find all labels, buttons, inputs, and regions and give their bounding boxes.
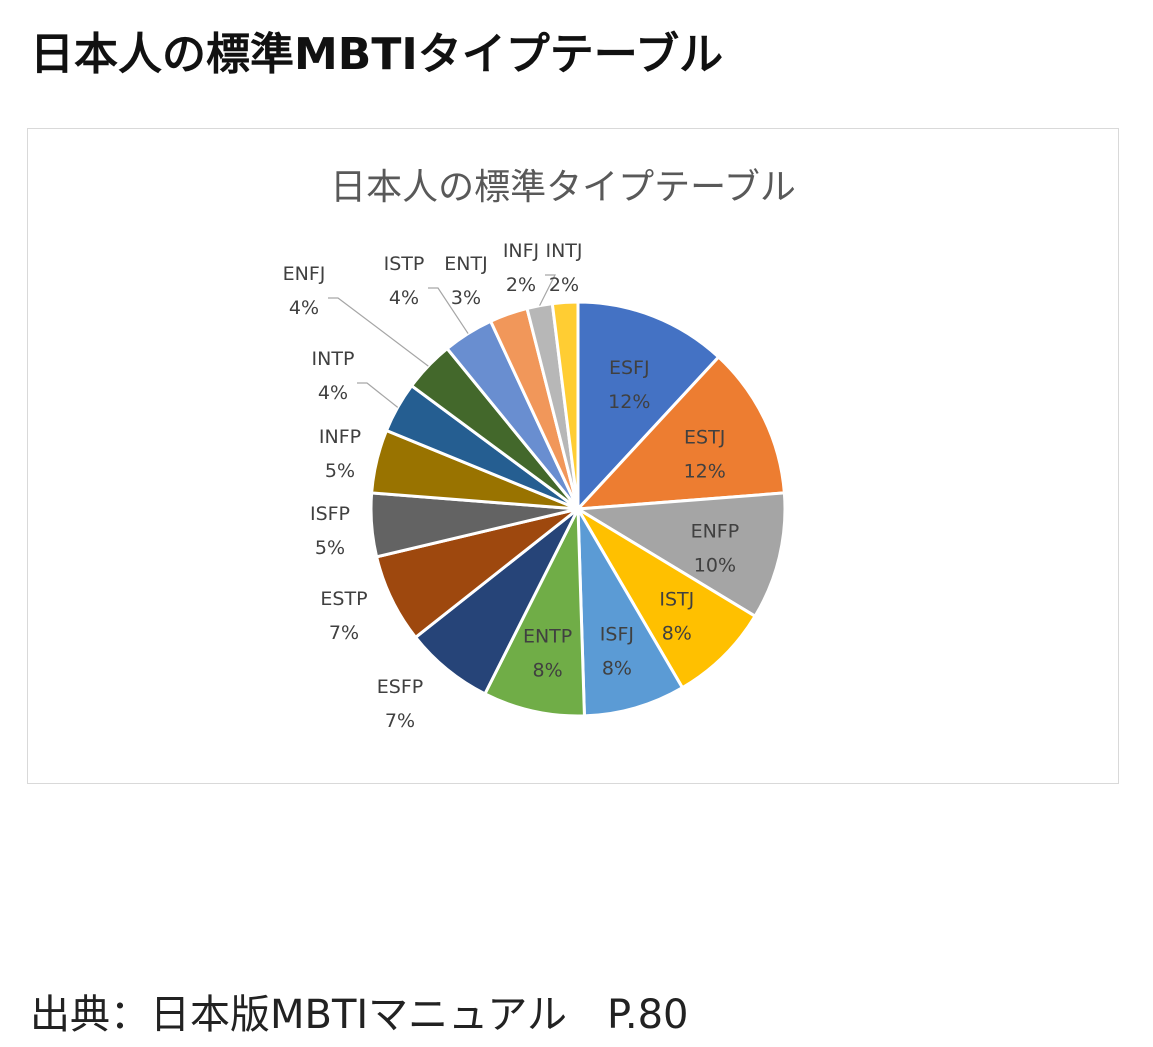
slice-enfp (573, 491, 787, 619)
slice-percent-esfj: 12% (608, 391, 650, 413)
slice-istj (576, 507, 758, 690)
leader-line-enfj (328, 297, 429, 367)
slice-label-esfj: ESFJ (609, 357, 650, 379)
slice-label-enfp: ENFP (691, 521, 740, 543)
slice-label-enfj: ENFJ (283, 263, 326, 285)
slice-percent-isfj: 8% (602, 657, 632, 679)
slice-percent-enfj: 4% (289, 297, 319, 319)
leader-line-intp (357, 382, 399, 408)
slice-label-entp: ENTP (523, 625, 572, 647)
slice-label-infp: INFP (319, 426, 361, 448)
slice-isfj (576, 508, 685, 718)
slice-entp (482, 508, 586, 718)
slice-label-entj: ENTJ (444, 253, 487, 275)
slice-label-isfj: ISFJ (600, 623, 634, 645)
slice-label-esfp: ESFP (377, 676, 423, 698)
slice-percent-esfp: 7% (385, 710, 415, 732)
slice-percent-istp: 4% (389, 287, 419, 309)
source-citation: 出典：日本版MBTIマニュアル P.80 (30, 992, 689, 1038)
slice-percent-intj: 2% (549, 274, 579, 296)
slice-percent-enfp: 10% (694, 555, 736, 577)
leader-lines (328, 274, 556, 408)
slice-percent-infp: 5% (325, 460, 355, 482)
slice-label-estp: ESTP (320, 588, 367, 610)
slice-labels: ESFJ 12% ESTJ 12% ENFP 10%ISTJ 8% ISFJ 8% ENTP 8% E… (283, 240, 740, 732)
pie-slices (369, 300, 787, 718)
leader-line-infj (539, 274, 556, 306)
page-title: 日本人の標準MBTIタイプテーブル (30, 29, 724, 80)
slice-percent-istj: 8% (662, 622, 692, 644)
slice-percent-entp: 8% (533, 659, 563, 681)
slice-percent-isfp: 5% (315, 537, 345, 559)
pie-chart: 日本人の標準タイプテーブル ESFJ 12% ESTJ 12% ENFP 10%ISTJ 8… (283, 167, 796, 732)
chart-title: 日本人の標準タイプテーブル (330, 167, 796, 208)
slice-percent-intp: 4% (318, 382, 348, 404)
slice-label-isfp: ISFP (310, 503, 350, 525)
slice-percent-entj: 3% (451, 287, 481, 309)
slice-label-istj: ISTJ (659, 588, 694, 610)
slice-label-intj: INTJ (545, 240, 582, 262)
leader-line-istp (428, 287, 469, 334)
slice-percent-infj: 2% (506, 274, 536, 296)
slice-percent-estj: 12% (684, 461, 726, 483)
slice-label-istp: ISTP (384, 253, 425, 275)
slice-percent-estp: 7% (329, 622, 359, 644)
slice-label-estj: ESTJ (684, 427, 725, 449)
slice-label-infj: INFJ (503, 240, 539, 262)
slice-label-intp: INTP (312, 348, 355, 370)
slice-esfj (576, 300, 721, 513)
chart-frame: 日本人の標準タイプテーブル ESFJ 12% ESTJ 12% ENFP 10% ISTJ 8… (27, 128, 1119, 784)
slice-estj (574, 354, 786, 511)
slice-intj (550, 300, 580, 510)
